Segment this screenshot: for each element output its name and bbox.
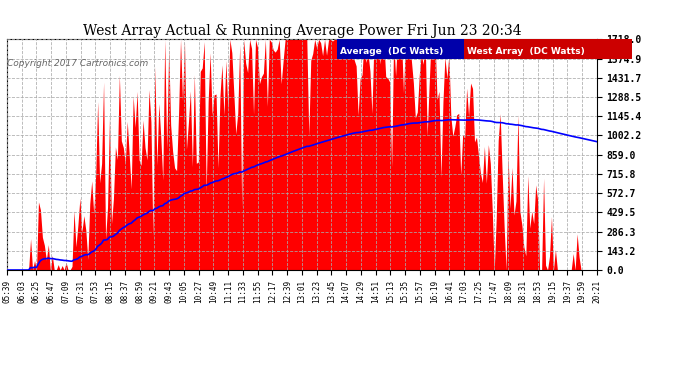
Text: Average  (DC Watts): Average (DC Watts) [340,47,443,56]
Title: West Array Actual & Running Average Power Fri Jun 23 20:34: West Array Actual & Running Average Powe… [83,24,521,38]
Text: West Array  (DC Watts): West Array (DC Watts) [467,47,584,56]
Text: Copyright 2017 Cartronics.com: Copyright 2017 Cartronics.com [7,58,148,68]
